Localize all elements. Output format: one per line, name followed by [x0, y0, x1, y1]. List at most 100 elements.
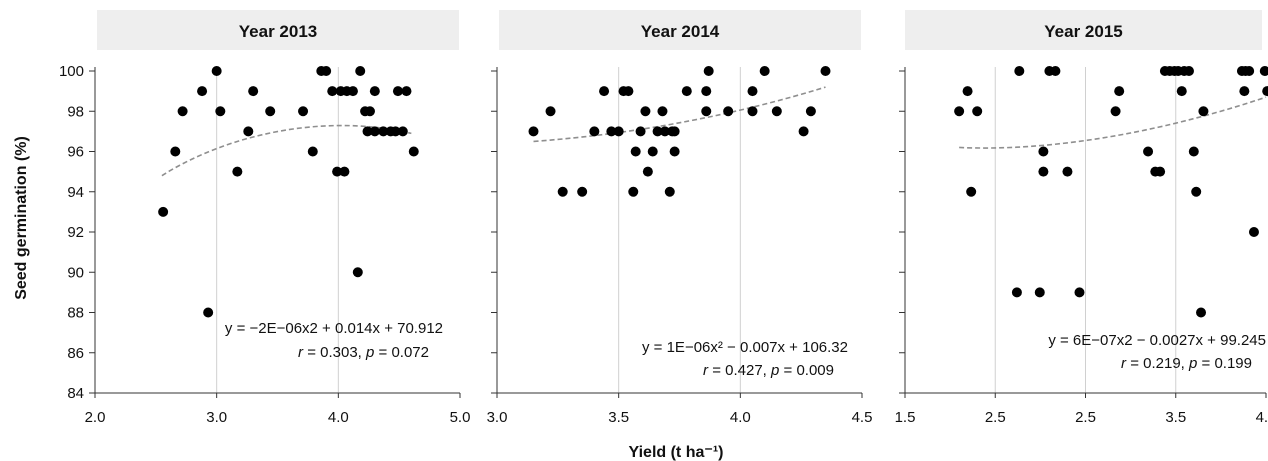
data-point: [232, 166, 243, 177]
data-point: [378, 126, 389, 137]
data-point: [1259, 66, 1268, 76]
data-point: [642, 166, 653, 177]
data-point: [1074, 287, 1085, 298]
stats-p-label: p: [365, 344, 374, 361]
x-tick-label: 2.5: [1075, 409, 1096, 426]
data-point: [397, 126, 408, 137]
x-tick-label: 3.0: [487, 409, 508, 426]
data-point: [820, 66, 831, 76]
data-point: [298, 106, 309, 117]
regression-stats: r = 0.219, p = 0.199: [1121, 355, 1252, 372]
facet-strip: [905, 10, 1262, 50]
data-point: [248, 86, 259, 97]
data-point: [623, 86, 634, 97]
x-axis-title: Yield (t ha⁻¹): [629, 444, 724, 461]
data-point: [1262, 86, 1268, 97]
data-point: [577, 186, 588, 197]
x-tick-label: 4.5: [852, 409, 873, 426]
data-point: [723, 106, 734, 117]
data-point: [628, 186, 639, 197]
x-tick-label: 3.5: [1165, 409, 1186, 426]
facet-strip: [97, 10, 459, 50]
data-point: [203, 307, 214, 318]
y-tick-label: 86: [67, 345, 84, 362]
data-point: [613, 126, 624, 137]
data-point: [369, 126, 380, 137]
data-point: [664, 186, 675, 197]
data-point: [657, 106, 668, 117]
data-point: [701, 106, 712, 117]
data-point: [966, 186, 977, 197]
data-point: [1176, 86, 1187, 97]
y-tick-label: 92: [67, 224, 84, 241]
panel-2: Year 2014 3.0 3.5 4.0 4.5 y = 1E−06x² − 0.007…: [487, 10, 873, 426]
data-point: [243, 126, 254, 137]
data-point: [1198, 106, 1209, 117]
stats-r-value: = 0.427,: [708, 362, 771, 379]
data-point: [390, 126, 401, 137]
facet-title: Year 2014: [641, 22, 720, 41]
data-point: [177, 106, 188, 117]
data-point: [1038, 146, 1049, 157]
data-point: [170, 146, 181, 157]
data-point: [307, 146, 318, 157]
facet-panels: Year 2013 2.0 3.0 4.0 5.0 84 86 88 90 92 94 96 98 100…: [59, 10, 1268, 426]
data-point: [962, 86, 973, 97]
facet-title: Year 2013: [239, 22, 317, 41]
data-point: [630, 146, 641, 157]
data-point: [1062, 166, 1073, 177]
data-point: [1143, 146, 1154, 157]
data-point: [1034, 287, 1045, 298]
y-tick-label: 88: [67, 305, 84, 322]
regression-equation: y = −2E−06x2 + 0.014x + 70.912: [225, 320, 443, 337]
x-tick-label: 3.0: [206, 409, 227, 426]
data-point: [215, 106, 226, 117]
data-point: [265, 106, 276, 117]
x-tick-label: 3.5: [608, 409, 629, 426]
data-point: [635, 126, 646, 137]
y-tick-label: 94: [67, 184, 84, 201]
data-point: [408, 146, 419, 157]
x-tick-label: 4.0: [730, 409, 751, 426]
data-point: [701, 86, 712, 97]
data-point: [759, 66, 770, 76]
regression-equation: y = 6E−07x2 − 0.0027x + 99.245: [1048, 332, 1266, 349]
trend-line: [161, 124, 412, 177]
data-point: [640, 106, 651, 117]
data-point: [652, 126, 663, 137]
data-point: [327, 86, 338, 97]
stats-p-value: = 0.199: [1197, 355, 1252, 372]
data-point: [1014, 66, 1025, 76]
stats-r-value: = 0.303,: [303, 344, 366, 361]
data-point: [798, 126, 809, 137]
data-point: [339, 166, 350, 177]
data-point: [211, 66, 222, 76]
data-point: [528, 126, 539, 137]
y-tick-label: 84: [67, 385, 84, 402]
data-point: [352, 267, 363, 278]
data-point: [669, 146, 680, 157]
data-point: [1239, 86, 1250, 97]
data-point: [771, 106, 782, 117]
data-point: [681, 86, 692, 97]
x-tick-label: 5.0: [450, 409, 471, 426]
regression-stats: r = 0.427, p = 0.009: [703, 362, 834, 379]
data-point: [599, 86, 610, 97]
y-tick-label: 100: [59, 63, 84, 80]
data-point: [805, 106, 816, 117]
stats-r-value: = 0.219,: [1126, 355, 1189, 372]
data-point: [954, 106, 965, 117]
data-point: [669, 126, 680, 137]
y-tick-label: 96: [67, 144, 84, 161]
data-point: [1183, 66, 1194, 76]
stats-p-label: p: [1188, 355, 1197, 372]
data-point: [606, 126, 617, 137]
trend-line: [533, 86, 826, 143]
y-tick-label: 98: [67, 103, 84, 120]
facet-title: Year 2015: [1044, 22, 1122, 41]
data-point: [347, 86, 358, 97]
data-point: [1110, 106, 1121, 117]
data-point: [1248, 227, 1259, 237]
data-point: [1155, 166, 1166, 177]
data-point: [545, 106, 556, 117]
